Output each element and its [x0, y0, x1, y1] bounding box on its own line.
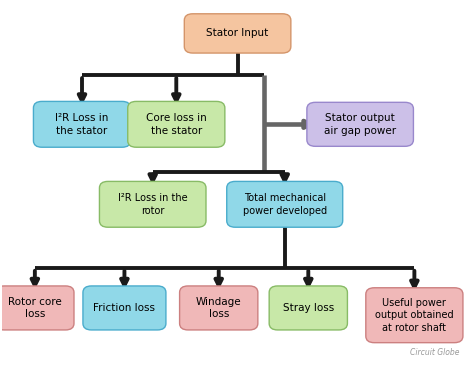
Text: Stray loss: Stray loss [283, 303, 334, 313]
FancyBboxPatch shape [100, 181, 206, 227]
Text: I²R Loss in
the stator: I²R Loss in the stator [55, 113, 109, 135]
Text: Rotor core
loss: Rotor core loss [8, 297, 62, 319]
FancyBboxPatch shape [34, 101, 130, 147]
Text: Stator output
air gap power: Stator output air gap power [324, 113, 396, 135]
FancyBboxPatch shape [307, 102, 413, 146]
Text: Useful power
output obtained
at rotor shaft: Useful power output obtained at rotor sh… [375, 298, 454, 333]
FancyBboxPatch shape [180, 286, 258, 330]
FancyBboxPatch shape [83, 286, 166, 330]
Text: I²R Loss in the
rotor: I²R Loss in the rotor [118, 193, 188, 215]
FancyBboxPatch shape [128, 101, 225, 147]
Text: Total mechanical
power developed: Total mechanical power developed [243, 193, 327, 215]
FancyBboxPatch shape [366, 288, 463, 343]
FancyBboxPatch shape [184, 14, 291, 53]
FancyBboxPatch shape [269, 286, 347, 330]
Text: Windage
loss: Windage loss [196, 297, 242, 319]
FancyBboxPatch shape [227, 181, 343, 227]
FancyBboxPatch shape [0, 286, 74, 330]
Text: Core loss in
the stator: Core loss in the stator [146, 113, 207, 135]
Text: Circuit Globe: Circuit Globe [410, 348, 459, 357]
Text: Friction loss: Friction loss [93, 303, 155, 313]
Text: Stator Input: Stator Input [207, 28, 269, 38]
